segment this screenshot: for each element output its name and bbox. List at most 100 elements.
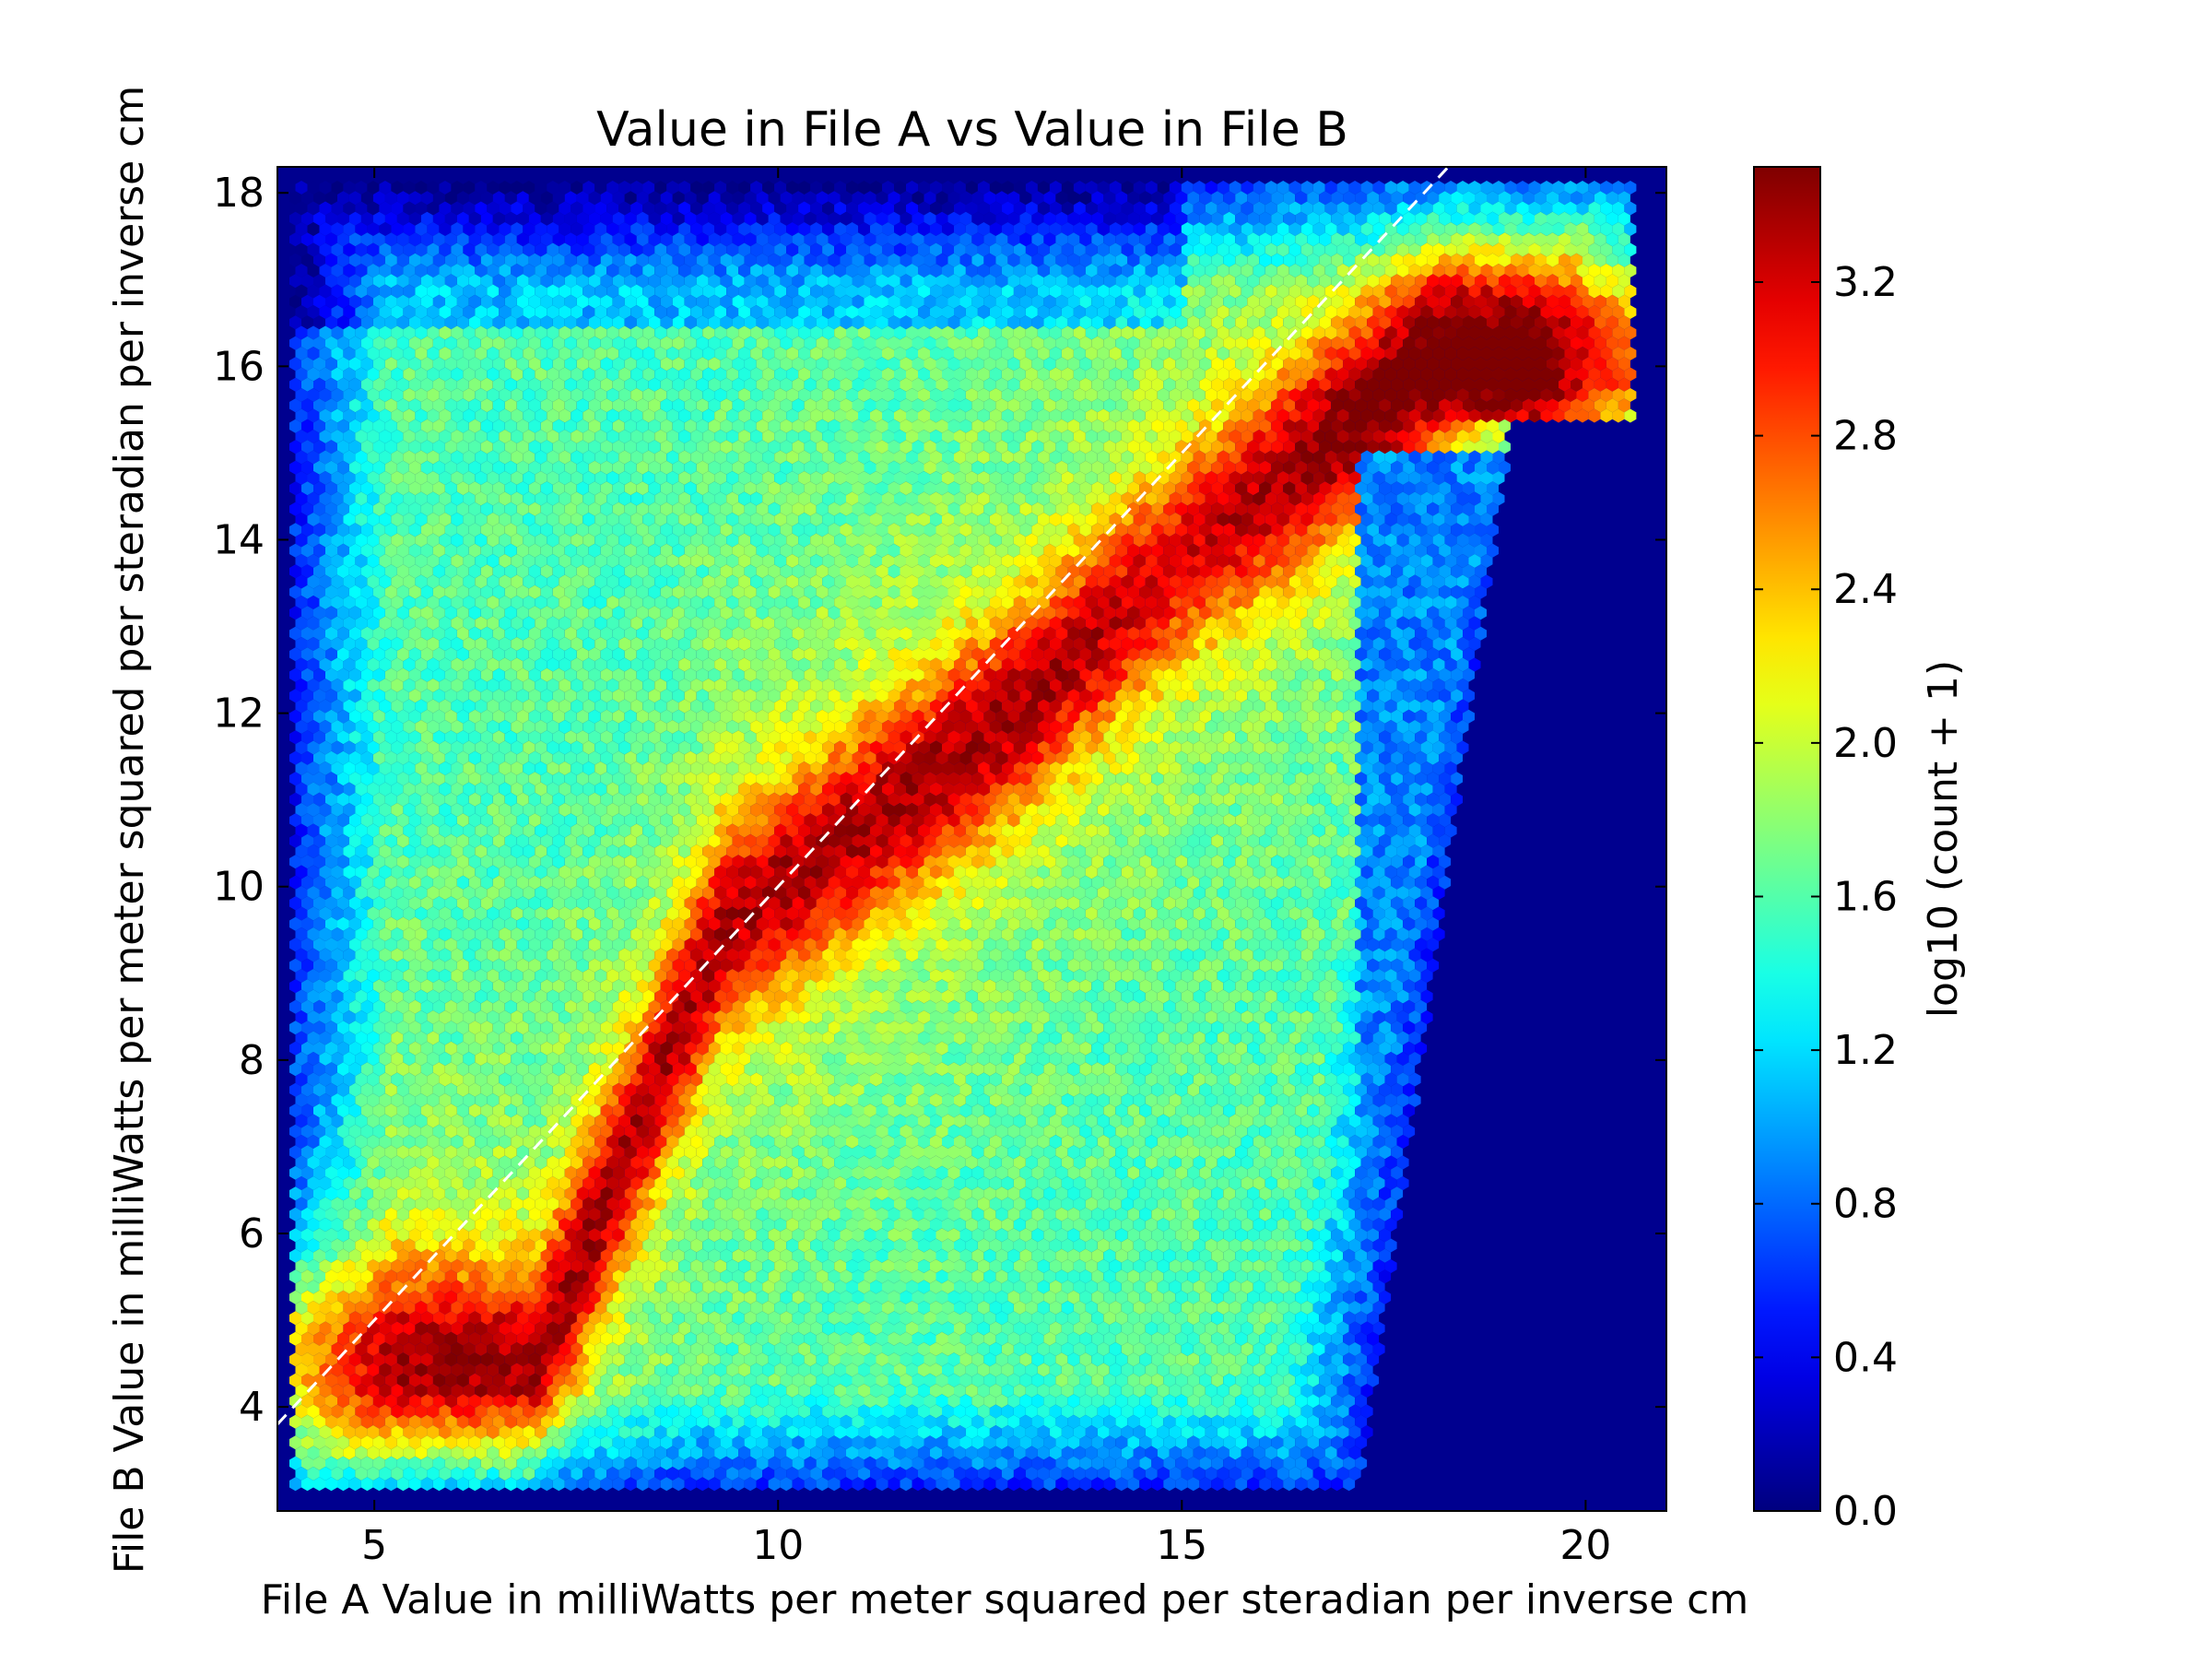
hex-cell — [840, 294, 853, 309]
hex-cell — [762, 264, 775, 277]
hex-cell — [1037, 181, 1050, 195]
hex-cell — [1312, 242, 1325, 257]
hex-cell — [528, 274, 541, 289]
hex-cell — [1300, 201, 1313, 216]
hex-cell — [1379, 211, 1392, 226]
hex-cell — [480, 211, 493, 226]
hex-cell — [1594, 315, 1606, 330]
hex-cell — [1211, 274, 1224, 289]
hex-cell — [355, 305, 368, 319]
hex-cell — [456, 232, 469, 247]
hex-cell — [947, 274, 960, 289]
hex-cell — [1151, 315, 1164, 330]
hex-cell — [1001, 264, 1014, 277]
hex-cell — [1043, 232, 1056, 247]
hex-cell — [594, 305, 607, 319]
hex-cell — [1606, 191, 1618, 206]
hex-cell — [750, 181, 763, 195]
hex-cell — [301, 274, 313, 289]
hex-cell — [1109, 305, 1122, 319]
hex-cell — [492, 274, 505, 289]
hex-cell — [1624, 242, 1637, 257]
hex-cell — [918, 222, 930, 236]
hex-cell — [935, 274, 948, 289]
hex-cell — [1403, 191, 1416, 206]
hex-cell — [1355, 274, 1368, 289]
hex-cell — [1540, 222, 1553, 236]
hex-cell — [1199, 232, 1212, 247]
hex-cell — [1115, 191, 1128, 206]
hex-cell — [798, 264, 811, 277]
hex-cell — [1439, 274, 1452, 289]
hex-cell — [732, 211, 745, 226]
hex-cell — [1007, 191, 1020, 206]
hex-cell — [1499, 315, 1511, 330]
hex-cell — [582, 325, 595, 340]
hex-cell — [367, 264, 380, 277]
hex-cell — [487, 242, 500, 257]
hex-cell — [858, 305, 870, 319]
hex-cell — [1576, 305, 1589, 319]
hex-cell — [720, 274, 733, 289]
hex-cell — [1594, 191, 1606, 206]
hex-cell — [516, 315, 529, 330]
hex-cell — [313, 315, 325, 330]
hex-cell — [738, 181, 751, 195]
hex-cell — [1618, 232, 1630, 247]
hex-cell — [912, 315, 924, 330]
hex-cell — [1109, 264, 1122, 277]
hex-cell — [1007, 232, 1020, 247]
hex-cell — [726, 264, 739, 277]
hex-cell — [1367, 211, 1380, 226]
hex-cell — [331, 201, 344, 216]
hex-cell — [714, 201, 727, 216]
hex-cell — [1594, 253, 1606, 267]
hex-cell — [834, 181, 846, 195]
hex-cell — [301, 232, 313, 247]
hex-cell — [1115, 211, 1128, 226]
hex-cell — [1396, 222, 1409, 236]
hex-cell — [744, 274, 757, 289]
hex-cell — [660, 294, 673, 309]
hex-cell — [828, 211, 841, 226]
hex-cell — [1499, 211, 1511, 226]
hex-cell — [798, 181, 811, 195]
hex-cell — [1001, 222, 1014, 236]
hex-cell — [1432, 264, 1445, 277]
hex-cell — [384, 294, 397, 309]
hex-cell — [1085, 284, 1098, 299]
hex-cell — [456, 294, 469, 309]
hex-cell — [391, 264, 404, 277]
hex-cell — [355, 325, 368, 340]
hex-cell — [732, 274, 745, 289]
hex-cell — [804, 294, 817, 309]
hex-cell — [1427, 274, 1440, 289]
hex-cell — [1205, 222, 1218, 236]
hex-cell — [660, 315, 673, 330]
hex-cell — [1019, 315, 1032, 330]
hex-cell — [384, 211, 397, 226]
hex-cell — [319, 325, 332, 340]
hex-cell — [571, 305, 583, 319]
hex-cell — [1372, 222, 1385, 236]
hex-cell — [935, 211, 948, 226]
hex-cell — [1157, 222, 1170, 236]
hex-cell — [882, 222, 894, 236]
hex-cell — [1360, 305, 1373, 319]
hex-cell — [1571, 274, 1583, 289]
hex-cell — [1103, 191, 1116, 206]
hex-cell — [1499, 191, 1511, 206]
hex-cell — [1295, 294, 1308, 309]
hex-cell — [1360, 201, 1373, 216]
hex-cell — [1259, 191, 1272, 206]
hex-cell — [367, 181, 380, 195]
hex-cell — [1444, 284, 1457, 299]
hex-cell — [1163, 211, 1176, 226]
hex-cell — [1547, 253, 1559, 267]
hex-cell — [516, 274, 529, 289]
hex-cell — [1348, 264, 1361, 277]
hex-cell — [1055, 315, 1068, 330]
hex-cell — [1043, 315, 1056, 330]
hex-cell — [343, 325, 356, 340]
hex-cell — [1360, 181, 1373, 195]
